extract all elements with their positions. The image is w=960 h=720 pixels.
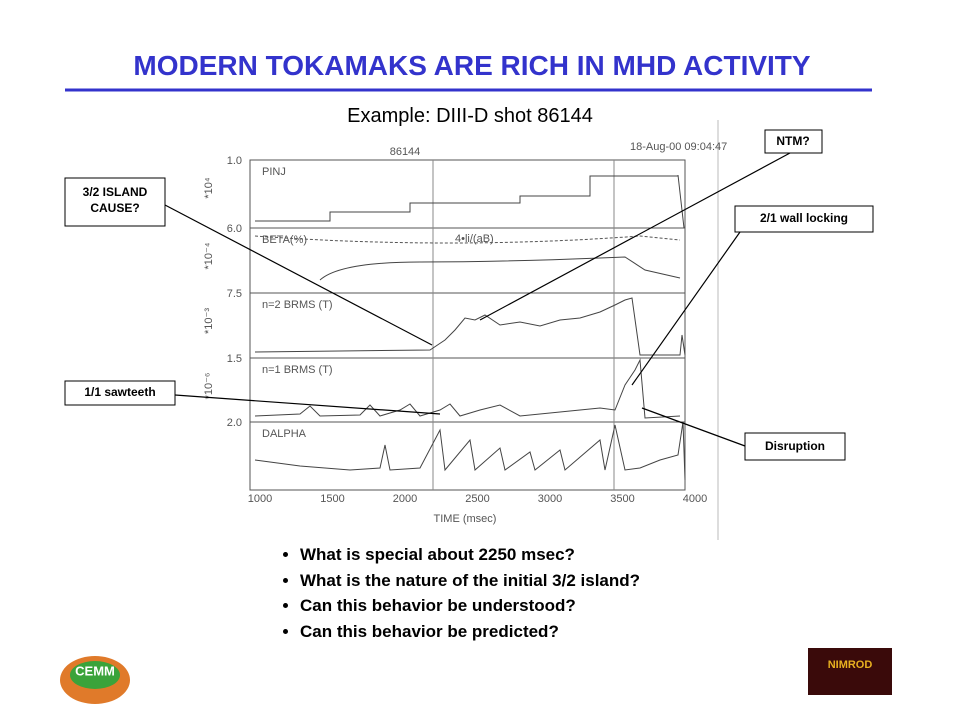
arrow [479,152,791,321]
arrows [164,152,791,447]
logo-shape [808,648,892,695]
beta-trace [319,256,681,281]
callout: Disruption [765,439,825,453]
y-tick-label: 1.0 [227,155,242,167]
callout-wrap: 3/2 ISLAND CAUSE? [82,185,148,215]
panel-label: BETA(%) [262,234,307,246]
bullet: What is the nature of the initial 3/2 is… [300,568,640,594]
cemm-logo: CEMM [60,656,130,704]
pinj-trace [255,174,685,229]
bullet: Can this behavior be predicted? [300,619,640,645]
figure: 86144 18-Aug-00 09:04:47 PINJ 1.0 *10⁴ BETA(%… [203,120,727,540]
x-tick-label: 1500 [320,493,344,505]
bullet: Can this behavior be understood? [300,593,640,619]
callout: 2/1 wall locking [760,211,848,225]
y-exponent: *10⁴ [203,177,215,199]
logo-text: NIMROD [828,659,873,671]
x-axis-label: TIME (msec) [434,513,497,525]
callout: 3/2 ISLAND CAUSE? [82,185,148,215]
y-exponent: *10⁻³ [203,308,215,334]
shot-label: 86144 [390,146,421,158]
bullet: What is special about 2250 msec? [300,542,640,568]
panel-label: n=1 BRMS (T) [262,364,333,376]
timestamp: 18-Aug-00 09:04:47 [630,141,727,153]
logo-text: CEMM [75,663,115,678]
callout-box [744,432,846,461]
callout: NTM? [776,134,809,148]
x-tick-label: 4000 [683,493,707,505]
panel-label: n=2 BRMS (T) [262,299,333,311]
y-tick-label: 2.0 [227,417,242,429]
x-tick-label: 3000 [538,493,562,505]
logo-shape [70,661,120,689]
callout-box [64,177,166,227]
callout-box [764,129,823,154]
callout-box [734,205,874,233]
y-tick-label: 7.5 [227,288,242,300]
y-exponent: *10⁻⁴ [203,242,215,269]
y-tick-label: 1.5 [227,353,242,365]
x-tick-label: 2500 [465,493,489,505]
arrow [164,204,433,346]
plot-frame [249,159,686,491]
arrow [174,394,441,415]
y-exponent: *10⁻⁶ [203,373,215,400]
n1-trace [254,358,681,419]
bullet-list: What is special about 2250 msec? What is… [284,542,640,644]
panel-label: DALPHA [262,428,307,440]
n2-trace [254,297,686,356]
dalpha-trace [254,421,686,481]
y-tick-label: 6.0 [227,223,242,235]
arrow [641,407,746,447]
title: MODERN TOKAMAKS ARE RICH IN MHD ACTIVITY [133,50,811,81]
li-trace [254,235,681,244]
subtitle: Example: DIII-D shot 86144 [347,105,593,127]
x-tick-label: 2000 [393,493,417,505]
callout-box [64,380,176,406]
nimrod-logo: NIMROD [808,648,892,695]
arrow [631,231,741,386]
callout-boxes [64,129,874,461]
panel-label: 4•li/(aB) [455,233,494,245]
panel-label: PINJ [262,166,286,178]
callout: 1/1 sawteeth [84,385,155,399]
x-tick-label: 3500 [610,493,634,505]
x-tick-label: 1000 [248,493,272,505]
